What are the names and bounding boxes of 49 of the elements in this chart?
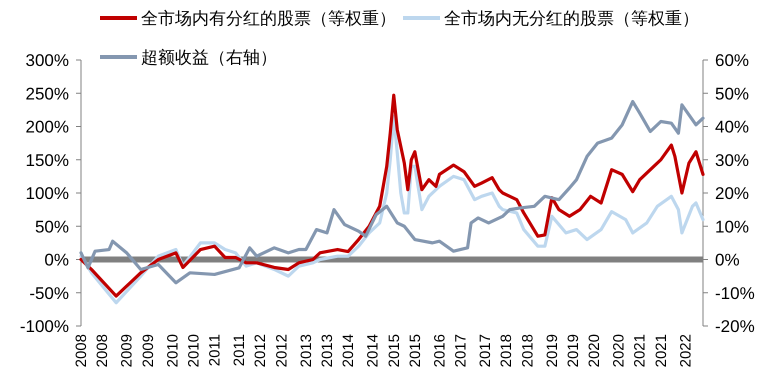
x-tick-label: 2014 [340,334,358,368]
y-tick-label: -100% [20,317,69,336]
x-tick-label: 2016 [431,334,448,368]
x-tick-label: 2014 [364,334,382,368]
x-tick-label: 2012 [273,334,290,368]
x-tick-label: 2009 [118,334,136,368]
x-tick-label: 2020 [586,334,604,368]
x-tick-label: 2019 [564,334,582,368]
x-tick-label: 2015 [386,334,403,368]
y-tick-label: 200% [26,118,69,136]
y-tick-label: 100% [26,184,69,203]
legend-label: 全市场内有分红的股票（等权重） [141,9,396,28]
y2-tick-label: 40% [715,118,750,136]
x-tick-label: 2021 [632,334,649,368]
y2-tick-label: 60% [715,51,750,70]
legend-label: 全市场内无分红的股票（等权重） [444,9,699,28]
x-tick-label: 2017 [452,334,470,368]
y2-tick-label: 10% [715,217,750,236]
x-tick-label: 2012 [252,334,270,368]
x-tick-label: 2011 [231,334,248,366]
y-tick-label: 50% [34,217,69,236]
y2-tick-label: 50% [715,84,750,104]
x-tick-label: 2018 [498,334,516,368]
y-tick-label: 250% [26,84,69,104]
x-tick-label: 2010 [185,334,202,368]
y2-tick-label: -20% [715,317,755,336]
x-tick-label: 2022 [677,334,694,368]
x-tick-label: 2018 [519,334,536,368]
y2-tick-label: 0% [715,250,740,270]
x-tick-label: 2013 [298,334,315,368]
x-tick-label: 2008 [94,334,112,368]
x-tick-label: 2015 [406,334,424,368]
x-tick-label: 2010 [164,334,182,368]
x-tick-label: 2013 [318,334,336,368]
x-tick-label: 2011 [206,334,224,366]
y2-tick-label: -10% [715,284,755,303]
y-tick-label: 300% [26,51,69,70]
x-tick-label: 2019 [544,334,561,368]
x-tick-label: 2009 [140,334,157,368]
y2-tick-label: 20% [715,184,750,203]
y-tick-label: 150% [26,150,69,170]
x-tick-label: 2021 [652,334,670,368]
y2-tick-label: 30% [715,150,750,170]
legend-label: 超额收益（右轴） [141,48,277,67]
y-tick-label: 0% [44,250,69,270]
x-tick-label: 2020 [610,334,628,368]
x-tick-label: 2008 [73,334,90,368]
x-tick-label: 2017 [477,334,494,368]
y-tick-label: -50% [29,284,69,303]
